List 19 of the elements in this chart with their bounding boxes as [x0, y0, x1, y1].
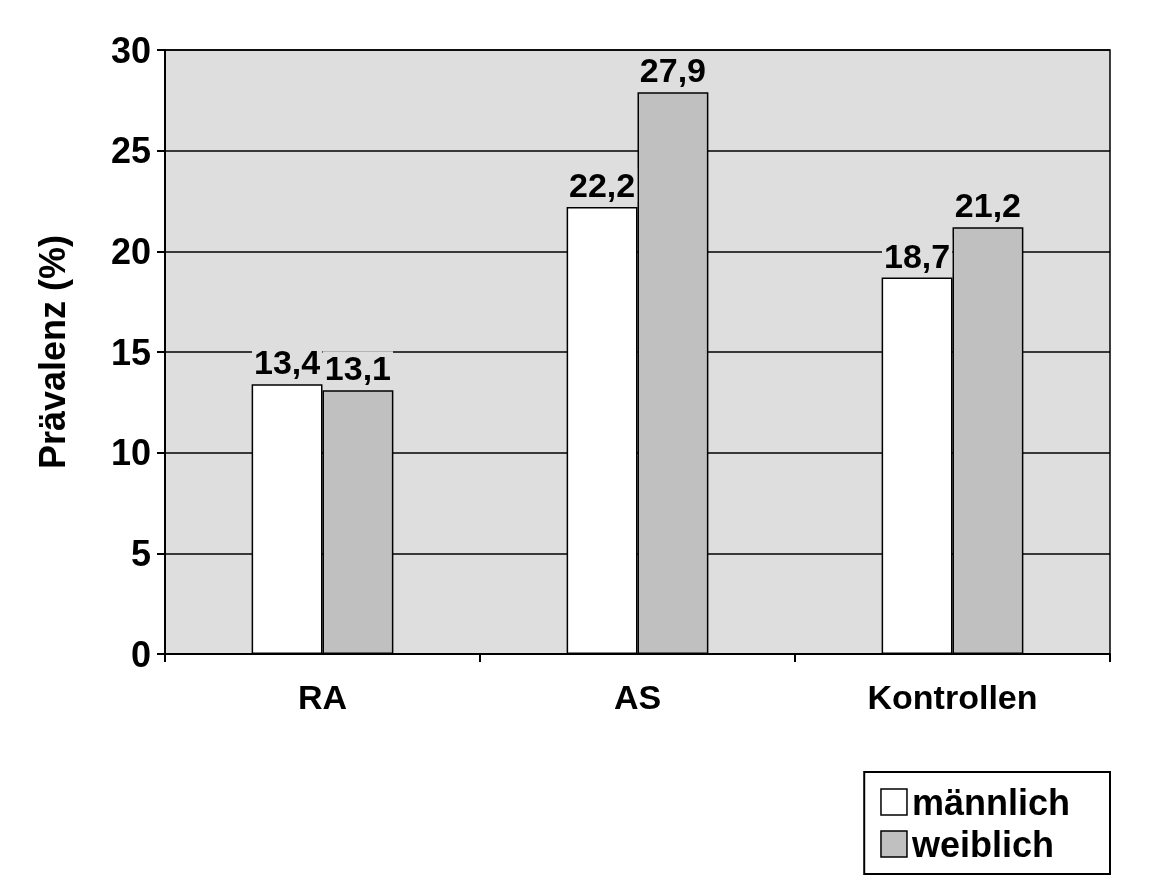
y-tick-label: 25 [110, 130, 151, 172]
y-tick-label: 0 [130, 633, 151, 675]
x-tick-label: Kontrollen [867, 678, 1038, 716]
x-tick-label: AS [613, 678, 662, 716]
y-tick-label: 30 [110, 29, 151, 71]
data-label: 27,9 [639, 51, 707, 90]
data-label: 13,4 [253, 343, 321, 382]
data-label: 22,2 [568, 166, 636, 205]
y-tick-label: 5 [130, 532, 151, 574]
legend-label: männlich [911, 781, 1070, 823]
data-label: 13,1 [324, 349, 392, 388]
data-label: 18,7 [883, 236, 951, 275]
y-tick-label: 15 [110, 331, 151, 373]
y-tick-label: 20 [110, 230, 151, 272]
y-tick-label: 10 [110, 432, 151, 474]
legend-label: weiblich [910, 823, 1054, 865]
y-axis-title: Prävalenz (%) [31, 234, 73, 470]
x-tick-label: RA [297, 678, 348, 716]
data-label: 21,2 [954, 186, 1022, 225]
